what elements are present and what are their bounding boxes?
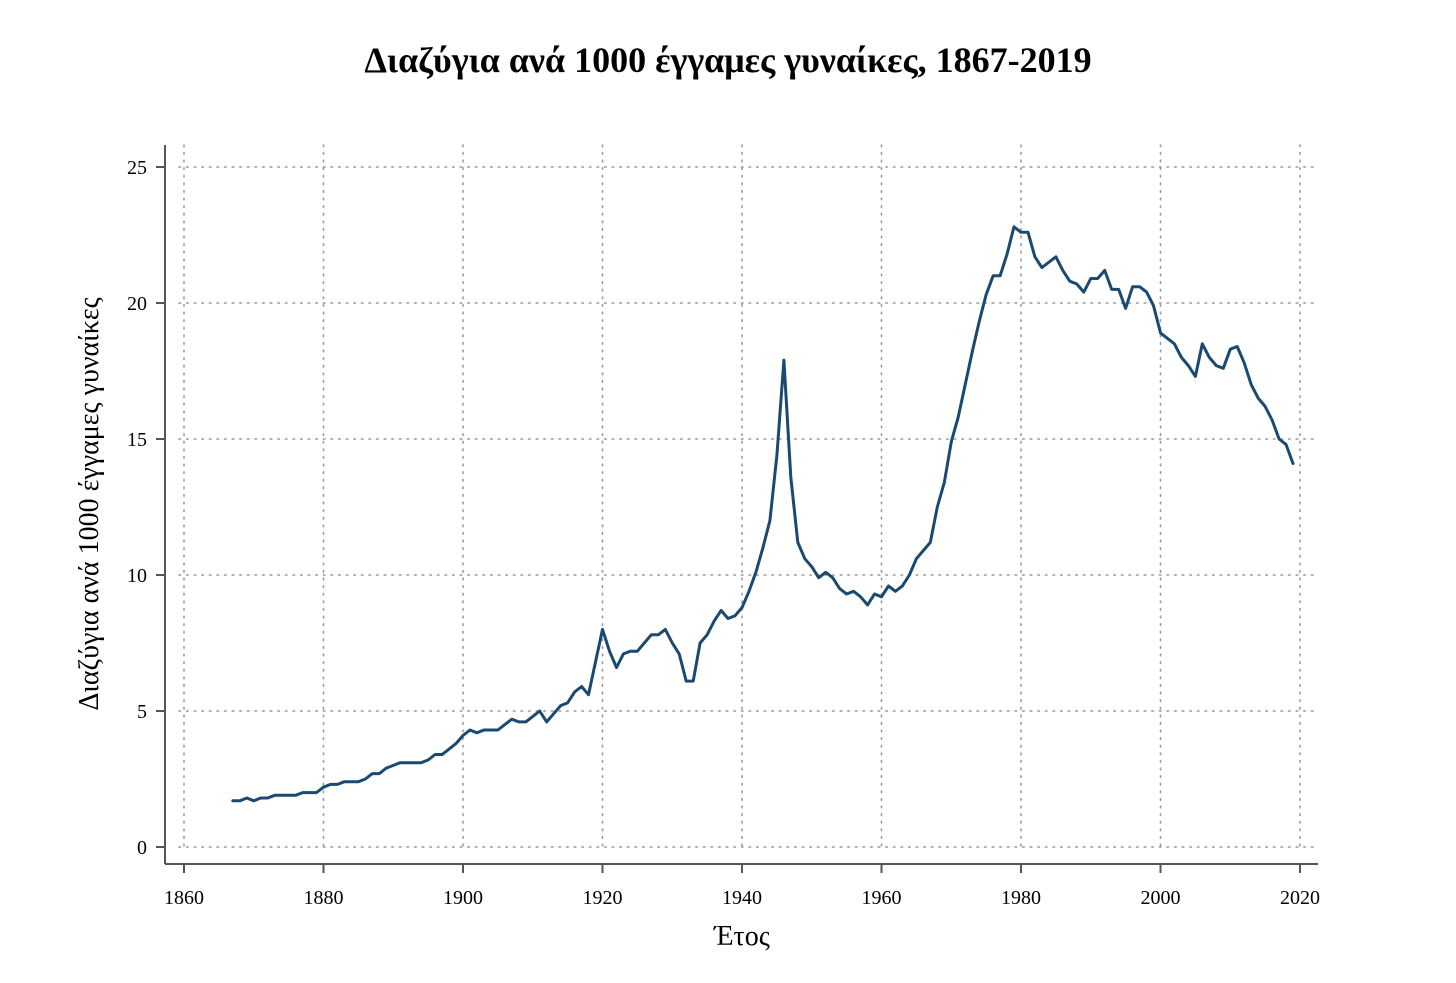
series-group [231,225,1295,803]
y-tick-label-5: 5 [137,701,147,723]
x-tick-label-1880: 1880 [304,887,344,909]
x-tick-label-1920: 1920 [583,887,623,909]
x-tick-label-2000: 2000 [1141,887,1181,909]
y-tick-label-15: 15 [127,429,147,451]
grid-lines [178,144,1319,851]
y-tick-label-20: 20 [127,293,147,315]
y-tick-label-25: 25 [127,157,147,179]
x-tick-label-1900: 1900 [443,887,483,909]
y-axis-ticks: 0 5 10 15 20 25 [127,157,165,859]
y-axis-label: Διαζύγια ανά 1000 έγγαμες γυναίκες [74,297,105,710]
x-axis-label: Έτος [713,921,770,952]
x-axis-ticks: 1860 1880 1900 1920 1940 1960 1980 2000 2020 [164,864,1320,909]
x-tick-label-1860: 1860 [164,887,204,909]
y-tick-label-10: 10 [127,565,147,587]
series-line-0 [231,225,1295,803]
y-tick-label-0: 0 [137,837,147,859]
x-tick-label-1980: 1980 [1001,887,1041,909]
chart-title: Διαζύγια ανά 1000 έγγαμες γυναίκες, 1867… [364,40,1091,80]
x-tick-label-1960: 1960 [862,887,902,909]
x-tick-label-1940: 1940 [722,887,762,909]
x-tick-label-2020: 2020 [1280,887,1320,909]
